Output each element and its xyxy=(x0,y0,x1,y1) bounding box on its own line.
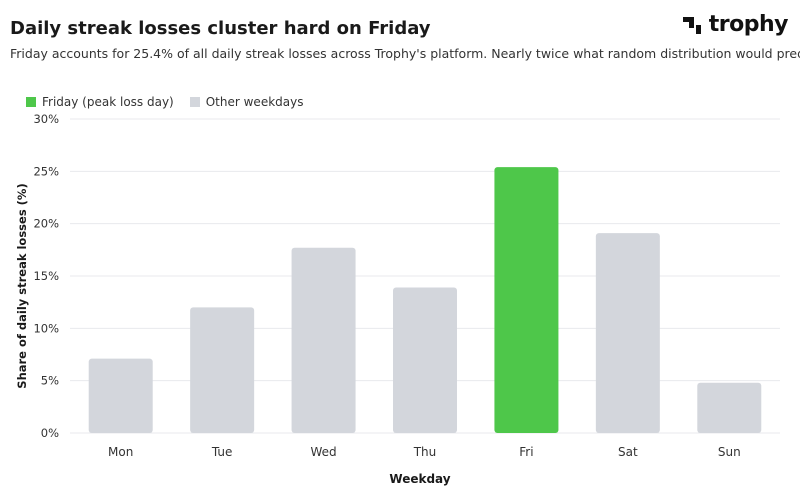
chart-subtitle: Friday accounts for 25.4% of all daily s… xyxy=(10,46,800,61)
trophy-logo-icon xyxy=(682,16,701,34)
chart-title: Daily streak losses cluster hard on Frid… xyxy=(10,18,431,39)
bar-wed xyxy=(291,247,356,433)
y-tick-label: 5% xyxy=(41,374,59,388)
logo-wordmark: trophy xyxy=(708,12,789,37)
x-tick-label: Mon xyxy=(108,445,133,459)
y-axis-title: Share of daily streak losses (%) xyxy=(15,183,29,388)
legend-swatch-friday xyxy=(26,97,36,107)
x-tick-label: Sat xyxy=(618,445,638,459)
y-tick-label: 25% xyxy=(33,164,59,178)
bar-thu xyxy=(393,287,457,433)
legend-label-other: Other weekdays xyxy=(205,95,304,109)
x-tick-label: Tue xyxy=(211,445,233,459)
legend-swatch-other xyxy=(189,97,200,107)
x-tick-label: Sun xyxy=(718,445,741,459)
legend-item-friday: Friday (peak loss day) xyxy=(26,95,174,109)
x-tick-label: Fri xyxy=(519,445,533,459)
bar-mon xyxy=(88,358,153,433)
x-axis-title: Weekday xyxy=(389,472,450,486)
y-tick-label: 30% xyxy=(33,112,59,126)
x-tick-label: Wed xyxy=(310,445,336,459)
legend-item-other: Other weekdays xyxy=(189,95,304,109)
y-tick-label: 10% xyxy=(33,321,59,335)
bar-fri xyxy=(494,167,559,433)
y-tick-label: 0% xyxy=(41,426,59,440)
bar-sun xyxy=(697,382,762,433)
chart-legend: Friday (peak loss day) Other weekdays xyxy=(26,95,303,109)
trophy-logo: trophy xyxy=(682,12,789,37)
y-tick-label: 15% xyxy=(33,269,59,283)
bar-tue xyxy=(190,307,255,433)
y-tick-label: 20% xyxy=(33,217,59,231)
x-tick-label: Thu xyxy=(413,445,437,459)
bar-sat xyxy=(595,233,660,433)
legend-label-friday: Friday (peak loss day) xyxy=(42,95,174,109)
